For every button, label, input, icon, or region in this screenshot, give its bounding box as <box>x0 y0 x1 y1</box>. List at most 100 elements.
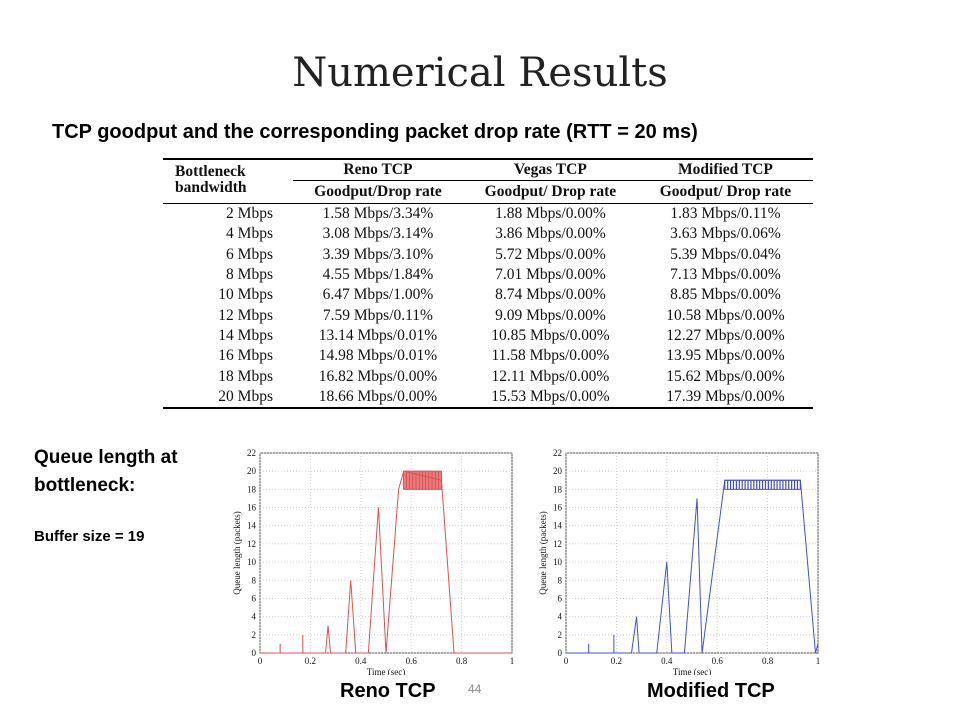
y-axis-label: Queue length (packets) <box>232 511 242 594</box>
goodput-cell: 1.88 Mbps/0.00% <box>495 205 606 223</box>
goodput-cell: 8.85 Mbps/0.00% <box>670 286 781 304</box>
subheader-reno: Goodput/Drop rate <box>293 180 463 204</box>
y-tick-label: 2 <box>252 630 257 640</box>
y-tick-label: 18 <box>247 484 257 494</box>
table-row: 10 Mbps 6.47 Mbps/1.00% 8.74 Mbps/0.00% 8.8… <box>163 285 813 305</box>
y-tick-label: 20 <box>247 466 257 476</box>
y-tick-label: 6 <box>558 593 563 603</box>
bandwidth-cell: 14 Mbps <box>218 326 273 344</box>
goodput-cell: 12.11 Mbps/0.00% <box>491 367 610 385</box>
reno-caption: Reno TCP <box>340 680 436 702</box>
group-header-reno: Reno TCP <box>293 158 463 181</box>
goodput-cell: 13.14 Mbps/0.01% <box>318 326 438 344</box>
goodput-cell: 3.39 Mbps/3.10% <box>322 245 434 263</box>
goodput-cell: 3.63 Mbps/0.06% <box>670 225 781 243</box>
results-table: Bottleneck bandwidth Reno TCP Vegas TCP … <box>163 158 813 430</box>
goodput-cell: 3.86 Mbps/0.00% <box>495 225 606 243</box>
x-axis-label: Time (sec) <box>673 667 711 675</box>
goodput-cell: 7.13 Mbps/0.00% <box>670 266 781 284</box>
goodput-cell: 10.58 Mbps/0.00% <box>666 306 785 324</box>
bandwidth-cell: 2 Mbps <box>226 205 273 223</box>
queue-oscillation <box>724 480 801 490</box>
bottleneck-header-line1: Bottleneck <box>175 163 246 180</box>
x-tick-label: 0.8 <box>456 656 468 666</box>
reno-queue-chart: 0 2 4 6 8 10 12 14 16 18 20 22 0 0.2 0.4 0.6 0.8 1 Time (s… <box>232 448 515 675</box>
goodput-cell: 10.85 Mbps/0.00% <box>491 326 610 344</box>
goodput-cell: 3.08 Mbps/3.14% <box>322 225 434 243</box>
goodput-cell: 12.27 Mbps/0.00% <box>666 326 785 344</box>
table-row: 2 Mbps 1.58 Mbps/3.34% 1.88 Mbps/0.00% 1.83… <box>163 204 813 225</box>
modified-caption: Modified TCP <box>647 680 775 702</box>
goodput-cell: 8.74 Mbps/0.00% <box>495 286 606 304</box>
goodput-cell: 15.53 Mbps/0.00% <box>462 386 638 409</box>
goodput-cell: 18.66 Mbps/0.00% <box>293 386 463 409</box>
goodput-cell: 7.01 Mbps/0.00% <box>495 266 606 284</box>
table-row: 12 Mbps 7.59 Mbps/0.11% 9.09 Mbps/0.00% 10.… <box>163 305 813 325</box>
y-tick-label: 0 <box>252 648 257 658</box>
goodput-cell: 6.47 Mbps/1.00% <box>322 286 434 304</box>
goodput-cell: 14.98 Mbps/0.01% <box>318 347 438 365</box>
goodput-cell: 15.62 Mbps/0.00% <box>666 367 785 385</box>
y-tick-label: 14 <box>553 521 563 531</box>
goodput-cell: 1.58 Mbps/3.34% <box>322 205 434 223</box>
goodput-cell: 4.55 Mbps/1.84% <box>322 266 434 284</box>
y-tick-label: 2 <box>558 630 563 640</box>
subheader-modified: Goodput/ Drop rate <box>637 180 813 204</box>
subheader-vegas: Goodput/ Drop rate <box>462 180 638 204</box>
y-tick-label: 0 <box>558 648 563 658</box>
queue-label-line2: bottleneck: <box>34 475 136 496</box>
goodput-cell: 5.72 Mbps/0.00% <box>495 245 606 263</box>
table-row: 20 Mbps 18.66 Mbps/0.00% 15.53 Mbps/0.00% 1… <box>163 386 813 409</box>
x-axis-label: Time (sec) <box>367 667 405 675</box>
bandwidth-cell: 8 Mbps <box>226 266 273 284</box>
y-tick-label: 10 <box>553 557 563 567</box>
y-tick-label: 16 <box>553 503 563 513</box>
goodput-cell: 1.83 Mbps/0.11% <box>670 205 781 223</box>
table-row: 16 Mbps 14.98 Mbps/0.01% 11.58 Mbps/0.00% 1… <box>163 346 813 366</box>
y-tick-label: 18 <box>553 484 563 494</box>
x-tick-label: 0.2 <box>305 656 316 666</box>
bottleneck-header: Bottleneck bandwidth <box>163 158 293 204</box>
page-number: 44 <box>468 682 482 696</box>
goodput-cell: 16.82 Mbps/0.00% <box>318 367 438 385</box>
modified-queue-chart: 0 2 4 6 8 10 12 14 16 18 20 22 0 0.2 0.4 0.6 0.8 1 Time (s… <box>538 448 821 675</box>
bandwidth-cell: 16 Mbps <box>218 347 273 365</box>
y-tick-label: 10 <box>247 557 257 567</box>
y-tick-label: 8 <box>558 575 563 585</box>
x-tick-label: 0.8 <box>762 656 774 666</box>
goodput-cell: 11.58 Mbps/0.00% <box>491 347 610 365</box>
y-tick-label: 22 <box>553 448 562 458</box>
queue-length-label: Queue length at bottleneck: <box>34 444 178 500</box>
table-row: 14 Mbps 13.14 Mbps/0.01% 10.85 Mbps/0.00% 1… <box>163 326 813 346</box>
slide-title: Numerical Results <box>292 50 668 96</box>
x-tick-label: 0 <box>564 656 569 666</box>
y-tick-label: 6 <box>252 593 257 603</box>
x-tick-label: 0.4 <box>355 656 367 666</box>
bandwidth-cell: 4 Mbps <box>226 225 273 243</box>
bandwidth-cell: 12 Mbps <box>218 306 273 324</box>
y-axis-label: Queue length (packets) <box>538 511 548 594</box>
table-row: 8 Mbps 4.55 Mbps/1.84% 7.01 Mbps/0.00% 7.13… <box>163 265 813 285</box>
bandwidth-cell: 10 Mbps <box>218 286 273 304</box>
queue-oscillation <box>403 471 443 490</box>
goodput-cell: 7.59 Mbps/0.11% <box>322 306 433 324</box>
bandwidth-cell: 20 Mbps <box>163 386 293 409</box>
x-tick-label: 1 <box>510 656 515 666</box>
table-row: 4 Mbps 3.08 Mbps/3.14% 3.86 Mbps/0.00% 3.63… <box>163 224 813 244</box>
y-tick-label: 22 <box>247 448 256 458</box>
goodput-cell: 17.39 Mbps/0.00% <box>637 386 813 409</box>
x-tick-label: 0.6 <box>406 656 418 666</box>
table-row: 6 Mbps 3.39 Mbps/3.10% 5.72 Mbps/0.00% 5.39… <box>163 245 813 265</box>
goodput-cell: 5.39 Mbps/0.04% <box>670 245 781 263</box>
bandwidth-cell: 6 Mbps <box>226 245 273 263</box>
table-caption: TCP goodput and the corresponding packet… <box>52 121 698 143</box>
y-tick-label: 12 <box>553 539 562 549</box>
y-tick-label: 14 <box>247 521 257 531</box>
y-tick-label: 12 <box>247 539 256 549</box>
goodput-cell: 13.95 Mbps/0.00% <box>666 347 785 365</box>
queue-length-line <box>566 479 819 654</box>
x-tick-label: 1 <box>816 656 821 666</box>
x-tick-label: 0.6 <box>712 656 724 666</box>
y-tick-label: 8 <box>252 575 257 585</box>
y-tick-label: 4 <box>252 612 257 622</box>
